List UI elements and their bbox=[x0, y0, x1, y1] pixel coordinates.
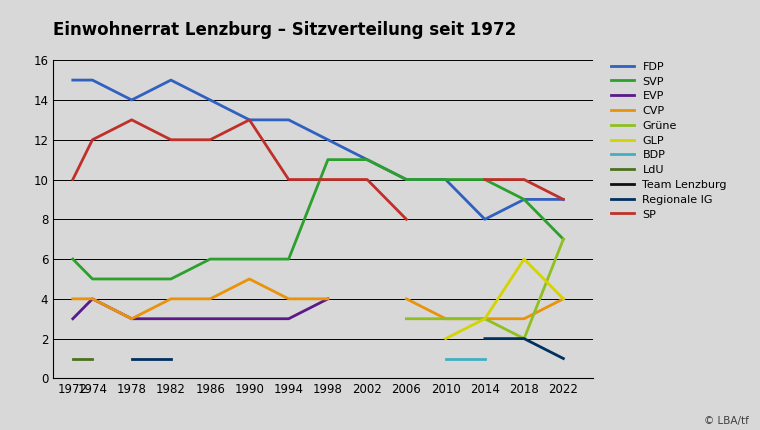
EVP bbox=[88, 296, 97, 301]
EVP bbox=[284, 316, 293, 321]
SVP bbox=[559, 237, 568, 242]
SVP bbox=[166, 276, 176, 282]
Line: SVP: SVP bbox=[73, 160, 563, 279]
Line: GLP: GLP bbox=[445, 259, 563, 339]
EVP bbox=[245, 316, 254, 321]
Grüne bbox=[480, 316, 489, 321]
LdU bbox=[88, 356, 97, 361]
SVP bbox=[402, 177, 411, 182]
Line: SP: SP bbox=[73, 120, 407, 219]
FDP bbox=[520, 197, 529, 202]
FDP bbox=[68, 77, 78, 83]
CVP bbox=[323, 296, 332, 301]
SVP bbox=[480, 177, 489, 182]
Line: EVP: EVP bbox=[73, 299, 328, 319]
SP bbox=[68, 177, 78, 182]
CVP bbox=[68, 296, 78, 301]
GLP bbox=[441, 336, 450, 341]
GLP bbox=[520, 256, 529, 261]
FDP bbox=[245, 117, 254, 123]
GLP bbox=[480, 316, 489, 321]
Regionale IG bbox=[127, 356, 136, 361]
BDP bbox=[480, 356, 489, 361]
Legend: FDP, SVP, EVP, CVP, Grüne, GLP, BDP, LdU, Team Lenzburg, Regionale IG, SP: FDP, SVP, EVP, CVP, Grüne, GLP, BDP, LdU… bbox=[610, 59, 729, 222]
FDP bbox=[206, 97, 215, 102]
Grüne bbox=[559, 237, 568, 242]
SP bbox=[88, 137, 97, 142]
CVP bbox=[245, 276, 254, 282]
FDP bbox=[127, 97, 136, 102]
SP bbox=[363, 177, 372, 182]
CVP bbox=[206, 296, 215, 301]
SP bbox=[323, 177, 332, 182]
FDP bbox=[480, 217, 489, 222]
SVP bbox=[88, 276, 97, 282]
EVP bbox=[206, 316, 215, 321]
SVP bbox=[127, 276, 136, 282]
Grüne bbox=[520, 336, 529, 341]
FDP bbox=[363, 157, 372, 162]
SVP bbox=[206, 256, 215, 261]
SP bbox=[245, 117, 254, 123]
FDP bbox=[166, 77, 176, 83]
CVP bbox=[166, 296, 176, 301]
Regionale IG bbox=[166, 356, 176, 361]
SVP bbox=[520, 197, 529, 202]
CVP bbox=[88, 296, 97, 301]
Grüne bbox=[441, 316, 450, 321]
FDP bbox=[284, 117, 293, 123]
Line: CVP: CVP bbox=[73, 279, 328, 319]
FDP bbox=[559, 197, 568, 202]
SP bbox=[402, 217, 411, 222]
Text: Einwohnerrat Lenzburg – Sitzverteilung seit 1972: Einwohnerrat Lenzburg – Sitzverteilung s… bbox=[53, 21, 517, 39]
SP bbox=[166, 137, 176, 142]
Line: Grüne: Grüne bbox=[407, 239, 563, 339]
SVP bbox=[284, 256, 293, 261]
SVP bbox=[245, 256, 254, 261]
Line: FDP: FDP bbox=[73, 80, 563, 219]
SVP bbox=[68, 256, 78, 261]
CVP bbox=[127, 316, 136, 321]
FDP bbox=[402, 177, 411, 182]
SP bbox=[284, 177, 293, 182]
SP bbox=[206, 137, 215, 142]
Grüne bbox=[402, 316, 411, 321]
CVP bbox=[284, 296, 293, 301]
FDP bbox=[88, 77, 97, 83]
LdU bbox=[68, 356, 78, 361]
FDP bbox=[323, 137, 332, 142]
BDP bbox=[441, 356, 450, 361]
SVP bbox=[363, 157, 372, 162]
EVP bbox=[127, 316, 136, 321]
EVP bbox=[166, 316, 176, 321]
EVP bbox=[68, 316, 78, 321]
FDP bbox=[441, 177, 450, 182]
SVP bbox=[441, 177, 450, 182]
GLP bbox=[559, 296, 568, 301]
SVP bbox=[323, 157, 332, 162]
EVP bbox=[323, 296, 332, 301]
Text: © LBA/tf: © LBA/tf bbox=[704, 416, 749, 426]
SP bbox=[127, 117, 136, 123]
